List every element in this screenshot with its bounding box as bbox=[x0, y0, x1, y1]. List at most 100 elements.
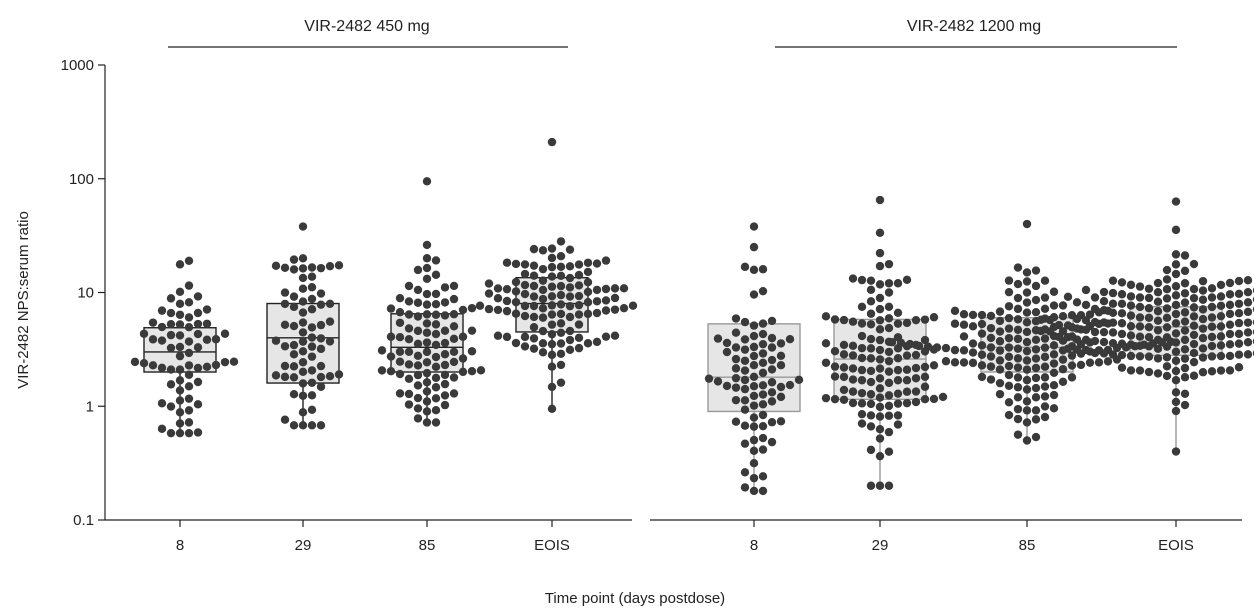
data-point bbox=[1144, 284, 1154, 293]
data-point bbox=[1189, 330, 1199, 340]
data-point bbox=[1049, 359, 1059, 368]
data-point bbox=[307, 263, 317, 272]
data-point bbox=[413, 339, 423, 349]
data-point bbox=[556, 309, 566, 319]
data-point bbox=[193, 343, 203, 352]
data-point bbox=[298, 408, 308, 417]
data-point bbox=[529, 292, 539, 301]
data-point bbox=[449, 281, 459, 291]
data-point bbox=[920, 382, 930, 391]
data-point bbox=[1103, 357, 1113, 366]
data-point bbox=[749, 331, 759, 341]
data-point bbox=[298, 337, 308, 346]
data-point bbox=[1171, 338, 1181, 347]
data-point bbox=[502, 258, 512, 267]
data-point bbox=[1117, 309, 1127, 318]
data-point bbox=[731, 343, 741, 352]
data-point bbox=[1013, 334, 1023, 344]
data-point bbox=[166, 402, 176, 411]
data-point bbox=[731, 373, 741, 383]
data-point bbox=[1171, 309, 1181, 319]
data-point bbox=[610, 284, 620, 293]
data-point bbox=[449, 347, 459, 356]
data-point bbox=[1153, 354, 1163, 363]
data-point bbox=[1013, 363, 1023, 372]
data-point bbox=[431, 340, 441, 350]
data-point bbox=[848, 341, 858, 351]
data-point bbox=[422, 407, 432, 416]
data-point bbox=[449, 357, 459, 367]
data-point bbox=[431, 418, 441, 427]
data-point bbox=[968, 339, 978, 348]
data-point bbox=[875, 481, 885, 490]
data-point bbox=[857, 419, 867, 428]
data-point bbox=[184, 394, 194, 403]
data-point bbox=[1013, 304, 1023, 314]
data-point bbox=[740, 335, 750, 344]
data-point bbox=[1040, 352, 1050, 362]
data-point bbox=[950, 319, 960, 328]
data-point bbox=[1040, 362, 1050, 371]
data-point bbox=[893, 279, 903, 288]
data-point bbox=[1117, 299, 1127, 309]
data-point bbox=[1013, 293, 1023, 303]
data-point bbox=[875, 451, 885, 461]
data-point bbox=[193, 377, 203, 387]
data-point bbox=[848, 387, 858, 396]
data-point bbox=[830, 372, 840, 381]
data-point bbox=[404, 360, 414, 369]
data-point bbox=[911, 397, 921, 407]
data-point bbox=[1108, 318, 1118, 327]
data-point bbox=[875, 434, 885, 443]
data-point bbox=[440, 350, 450, 359]
x-tick-label: 85 bbox=[419, 537, 436, 554]
data-point bbox=[1094, 358, 1104, 367]
data-point bbox=[1198, 344, 1208, 353]
data-point bbox=[1207, 341, 1217, 351]
data-point bbox=[1207, 322, 1217, 331]
data-point bbox=[1031, 383, 1041, 393]
data-point bbox=[1022, 356, 1032, 365]
data-point bbox=[884, 323, 894, 333]
data-point bbox=[1162, 371, 1172, 381]
data-point bbox=[1013, 393, 1023, 402]
data-point bbox=[289, 390, 299, 399]
data-point bbox=[556, 237, 566, 246]
data-point bbox=[1171, 447, 1181, 456]
data-point bbox=[1171, 282, 1181, 291]
data-point bbox=[848, 364, 858, 373]
data-point bbox=[316, 289, 326, 298]
data-point bbox=[1243, 287, 1253, 297]
data-point bbox=[749, 446, 759, 456]
data-point bbox=[547, 362, 557, 371]
data-point bbox=[767, 365, 777, 374]
data-point bbox=[884, 314, 894, 323]
points-29 bbox=[821, 195, 948, 490]
data-point bbox=[848, 274, 858, 283]
data-point bbox=[307, 283, 317, 292]
data-point bbox=[1031, 281, 1041, 291]
data-point bbox=[713, 377, 723, 386]
data-point bbox=[1045, 315, 1055, 325]
data-point bbox=[601, 256, 611, 265]
data-point bbox=[157, 336, 167, 345]
data-point bbox=[866, 344, 876, 353]
data-point bbox=[1234, 363, 1244, 372]
data-point bbox=[866, 390, 876, 399]
data-point bbox=[875, 280, 885, 289]
data-point bbox=[995, 337, 1005, 346]
data-point bbox=[413, 265, 423, 275]
data-point bbox=[431, 289, 441, 299]
data-point bbox=[1198, 314, 1208, 324]
data-point bbox=[986, 333, 996, 343]
data-point bbox=[1049, 381, 1059, 390]
data-point bbox=[767, 397, 777, 406]
group-title: VIR-2482 1200 mg bbox=[907, 18, 1041, 35]
data-point bbox=[1013, 279, 1023, 289]
data-point bbox=[821, 312, 831, 321]
data-point bbox=[610, 331, 620, 340]
data-point bbox=[1022, 385, 1032, 394]
data-point bbox=[731, 364, 741, 373]
data-point bbox=[289, 350, 299, 359]
x-tick-label: 29 bbox=[872, 537, 889, 554]
